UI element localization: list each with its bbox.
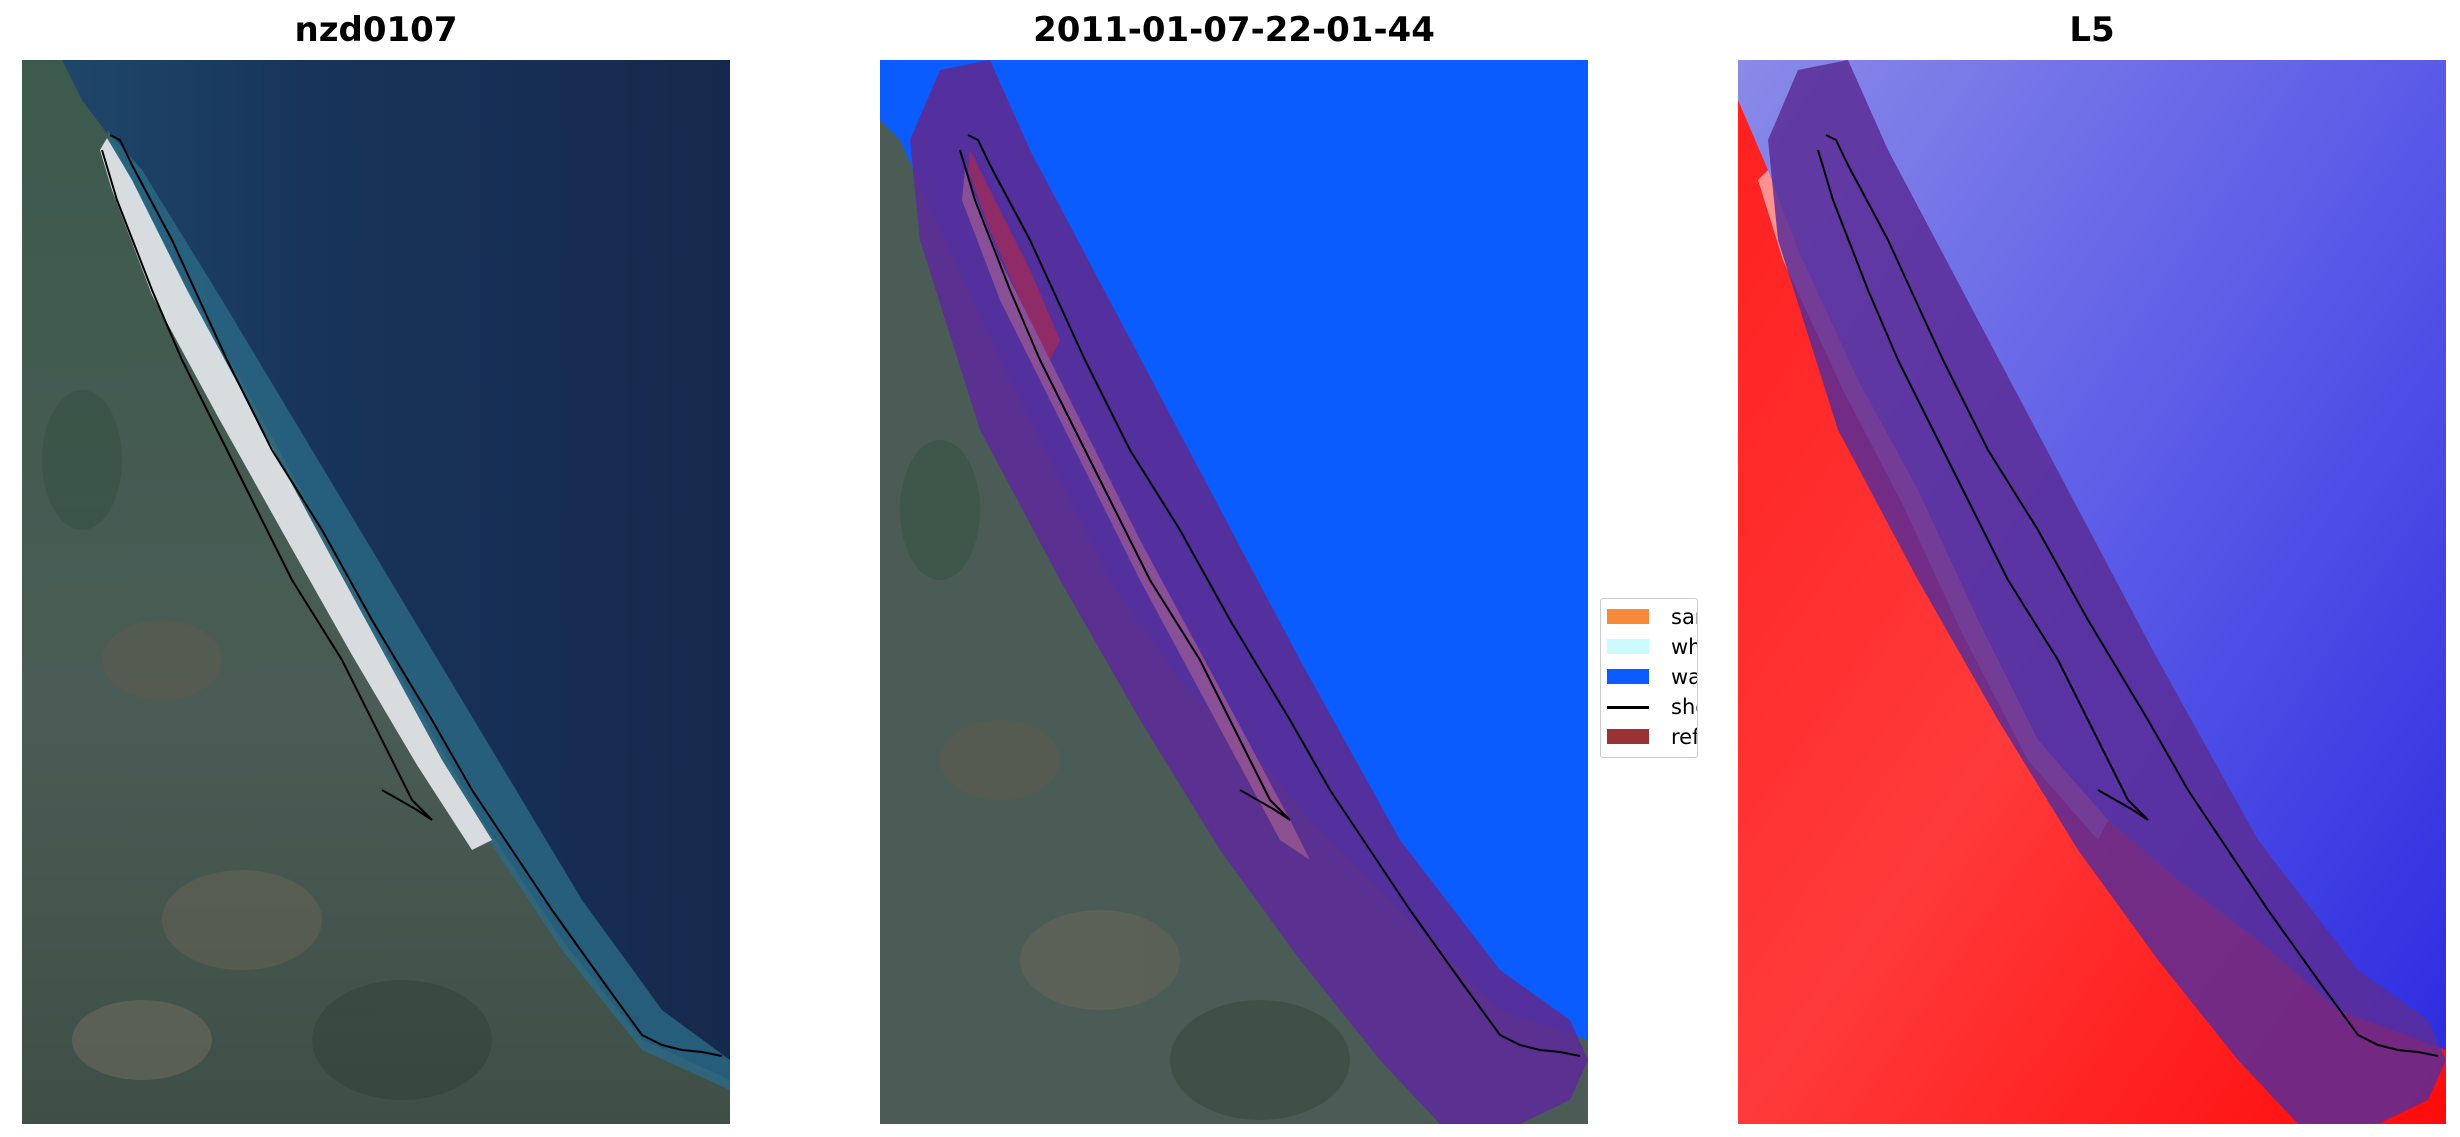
legend-label: reference shoreline buffer [1671,725,1697,749]
land-texture [900,440,1350,1120]
legend-label: sand [1671,605,1697,629]
legend-swatch-water [1607,669,1649,684]
shallow-water [107,130,730,1090]
shoreline-trace [109,134,723,1057]
index-image-panel [1738,60,2446,1124]
panel-title-classified: 2011-01-07-22-01-44 [1033,10,1435,50]
rgb-image [22,60,730,1124]
index-land-area [1738,100,2446,1124]
legend-swatch-whitewater [1607,639,1649,654]
index-image [1738,60,2446,1124]
reference-buffer [910,60,1588,1124]
legend-item-reference-buffer: reference shoreline buffer [1607,721,1697,751]
shoreline-trace [967,134,1581,1057]
legend-line-shoreline [1607,706,1649,709]
legend-item-shoreline: shoreline [1607,691,1697,721]
legend: sand whitewater water shoreline referenc… [1600,598,1698,758]
rgb-image-panel [22,60,730,1124]
panel-title-index: L5 [2069,10,2115,50]
legend-item-sand: sand [1607,601,1697,631]
legend-label: whitewater [1671,635,1697,659]
legend-swatch-reference-buffer [1607,729,1649,744]
land-area [880,120,1588,1124]
classified-image [880,60,1588,1124]
legend-item-whitewater: whitewater [1607,631,1697,661]
panel-title-rgb: nzd0107 [294,10,458,50]
sand-class [968,150,1060,360]
legend-item-water: water [1607,661,1697,691]
land-texture [42,390,492,1100]
shoreline-trace-inner [101,149,433,821]
legend-swatch-sand [1607,609,1649,624]
legend-label: shoreline [1671,695,1697,719]
shoreline-trace-inner [1817,149,2149,821]
legend-label: water [1671,665,1697,689]
shoreline-trace [1825,134,2439,1057]
classified-image-panel [880,60,1588,1124]
reference-buffer [1768,60,2446,1124]
shoreline-trace-inner [959,149,1291,821]
surf-zone [100,138,492,850]
